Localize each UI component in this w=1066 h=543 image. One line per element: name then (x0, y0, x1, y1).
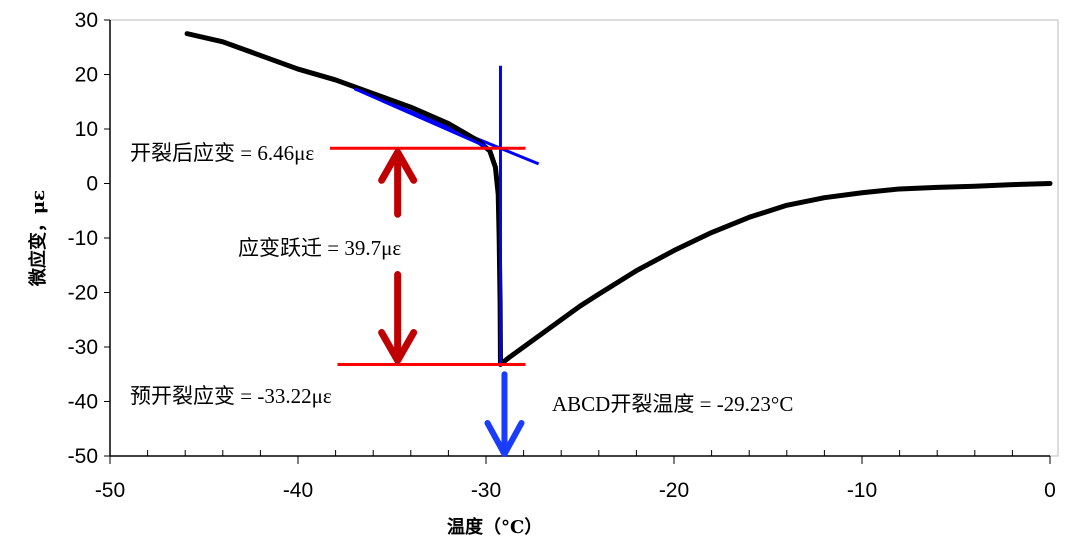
x-tick-label: 0 (1044, 479, 1056, 502)
tangent-overlay (353, 87, 487, 148)
y-tick-label: 20 (75, 64, 98, 87)
y-axis-label: 微应变，με (27, 190, 49, 287)
strain-curve (184, 31, 1053, 367)
y-tick-label: -20 (68, 282, 98, 305)
y-tick-label: -10 (68, 227, 98, 250)
crack-temperature-arrow (484, 371, 525, 457)
y-tick-label: -50 (68, 445, 98, 468)
x-tick-label: -20 (659, 479, 689, 502)
annotation-jump: 应变跃迁 = 39.7με (238, 236, 401, 260)
y-tick-label: 30 (75, 9, 98, 32)
annotation-crack-temp: ABCD开裂温度 = -29.23°C (552, 392, 793, 416)
up-arrow (378, 148, 418, 218)
x-tick-label: -50 (95, 479, 125, 502)
x-tick-label: -10 (847, 479, 877, 502)
y-tick-label: -40 (68, 391, 98, 414)
y-tick-label: 0 (86, 173, 98, 196)
y-tick-label: 10 (75, 118, 98, 141)
annotation-pre-crack: 预开裂应变 = -33.22με (130, 384, 332, 408)
x-tick-label: -40 (283, 479, 313, 502)
x-axis-label: 温度（°C） (447, 516, 542, 538)
down-arrow (378, 271, 418, 365)
x-tick-label: -30 (471, 479, 501, 502)
y-tick-label: -30 (68, 336, 98, 359)
annotation-post-crack: 开裂后应变 = 6.46με (130, 141, 314, 165)
